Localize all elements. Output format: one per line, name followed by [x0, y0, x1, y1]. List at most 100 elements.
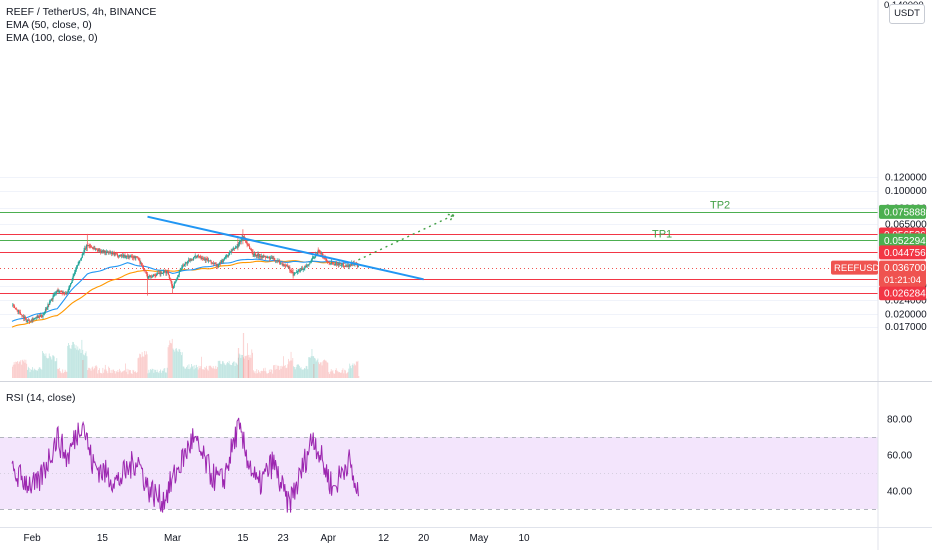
volume-bar	[112, 369, 114, 378]
candle-body	[138, 259, 140, 261]
volume-bar	[309, 357, 311, 378]
candle-body	[90, 246, 92, 248]
volume-bar	[216, 368, 217, 378]
candle-body	[29, 320, 31, 322]
price-tag-bg	[879, 286, 926, 301]
price-tag-label: 0.026284	[884, 289, 926, 300]
candle-body	[209, 260, 211, 262]
currency-button[interactable]: USDT	[889, 4, 925, 24]
volume-bar	[349, 363, 351, 378]
candle-body	[34, 318, 36, 319]
time-tick-label: Feb	[23, 533, 41, 544]
candle-body	[84, 248, 86, 251]
volume-bar	[159, 371, 161, 378]
candle-body	[172, 286, 175, 288]
volume-bar	[232, 362, 233, 378]
volume-bar	[196, 367, 198, 378]
volume-bar	[350, 365, 351, 378]
candle-body	[23, 317, 26, 319]
volume-bar	[256, 369, 258, 378]
volume-bar	[186, 367, 187, 378]
volume-bar	[290, 351, 292, 378]
volume-bar	[140, 354, 141, 378]
volume-bar	[75, 345, 77, 378]
volume-bar	[246, 355, 248, 378]
volume-bar	[314, 357, 315, 378]
candle-body	[349, 264, 351, 266]
volume-bar	[267, 373, 269, 378]
volume-bar	[119, 368, 120, 378]
volume-bar	[63, 372, 65, 378]
candles	[12, 229, 359, 324]
candle-body	[280, 262, 282, 264]
volume-bar	[295, 367, 297, 378]
volume-bar	[164, 368, 166, 378]
candle-body	[230, 250, 232, 253]
candle-body	[146, 274, 149, 279]
volume-bar	[259, 373, 261, 378]
candle-body	[248, 245, 250, 247]
candle-body	[347, 265, 349, 268]
candle-body	[185, 262, 187, 264]
volume-bar	[328, 372, 330, 378]
volume-bar	[109, 372, 111, 378]
candle-body	[327, 261, 329, 263]
symbol-legend[interactable]: REEF / TetherUS, 4h, BINANCE EMA (50, cl…	[6, 6, 156, 45]
volume-bar	[145, 351, 147, 378]
volume-bar	[26, 363, 28, 378]
candle-body	[161, 272, 163, 274]
candle-body	[300, 270, 302, 272]
candle-body	[238, 244, 240, 246]
candle-body	[213, 263, 215, 264]
candle-body	[335, 262, 337, 265]
candle-body	[182, 265, 184, 268]
volume-bar	[110, 369, 112, 378]
price-tag-label: 0.075888	[884, 207, 926, 218]
volume-bar	[175, 348, 177, 378]
volume-bar	[250, 357, 252, 378]
grid	[0, 177, 878, 328]
volume-bar	[335, 370, 336, 378]
volume-bar	[211, 367, 212, 378]
candle-body	[158, 273, 160, 274]
ema50-line	[11, 258, 359, 322]
candle-body	[123, 254, 125, 256]
rsi-band	[0, 437, 878, 509]
candle-body	[266, 257, 268, 259]
volume-bar	[44, 355, 46, 378]
volume-bar	[210, 365, 212, 378]
candle-body	[167, 271, 169, 272]
volume-bar	[87, 370, 89, 378]
volume-bar	[51, 359, 53, 378]
rsi-legend[interactable]: RSI (14, close)	[6, 392, 76, 404]
candle-body	[224, 257, 226, 259]
volume-bar	[198, 365, 200, 378]
volume-bar	[304, 368, 305, 378]
volume-bar	[124, 370, 125, 378]
volume-bar	[16, 362, 18, 378]
volume-bar	[111, 373, 113, 378]
candle-body	[256, 254, 258, 256]
volume-bar	[354, 363, 356, 378]
candle-body	[222, 260, 224, 262]
candle-body	[321, 253, 323, 256]
volume-bar	[19, 361, 21, 378]
candle-body	[55, 291, 57, 293]
volume-bar	[171, 343, 172, 378]
candle-body	[141, 263, 143, 266]
volume-bar	[115, 371, 117, 378]
volume-bar	[244, 355, 246, 378]
candle-body	[157, 273, 159, 275]
candle-body	[213, 263, 216, 264]
drawings[interactable]: TP1 TP2	[147, 199, 731, 281]
volume-bar	[12, 364, 14, 378]
candle-body	[212, 263, 214, 264]
volume-bar	[237, 364, 238, 378]
rsi-line	[11, 417, 359, 513]
candle-body	[155, 275, 157, 277]
volume-bar	[156, 369, 158, 378]
candle-body	[119, 254, 121, 256]
candle-body	[105, 251, 107, 253]
candle-body	[143, 269, 145, 271]
